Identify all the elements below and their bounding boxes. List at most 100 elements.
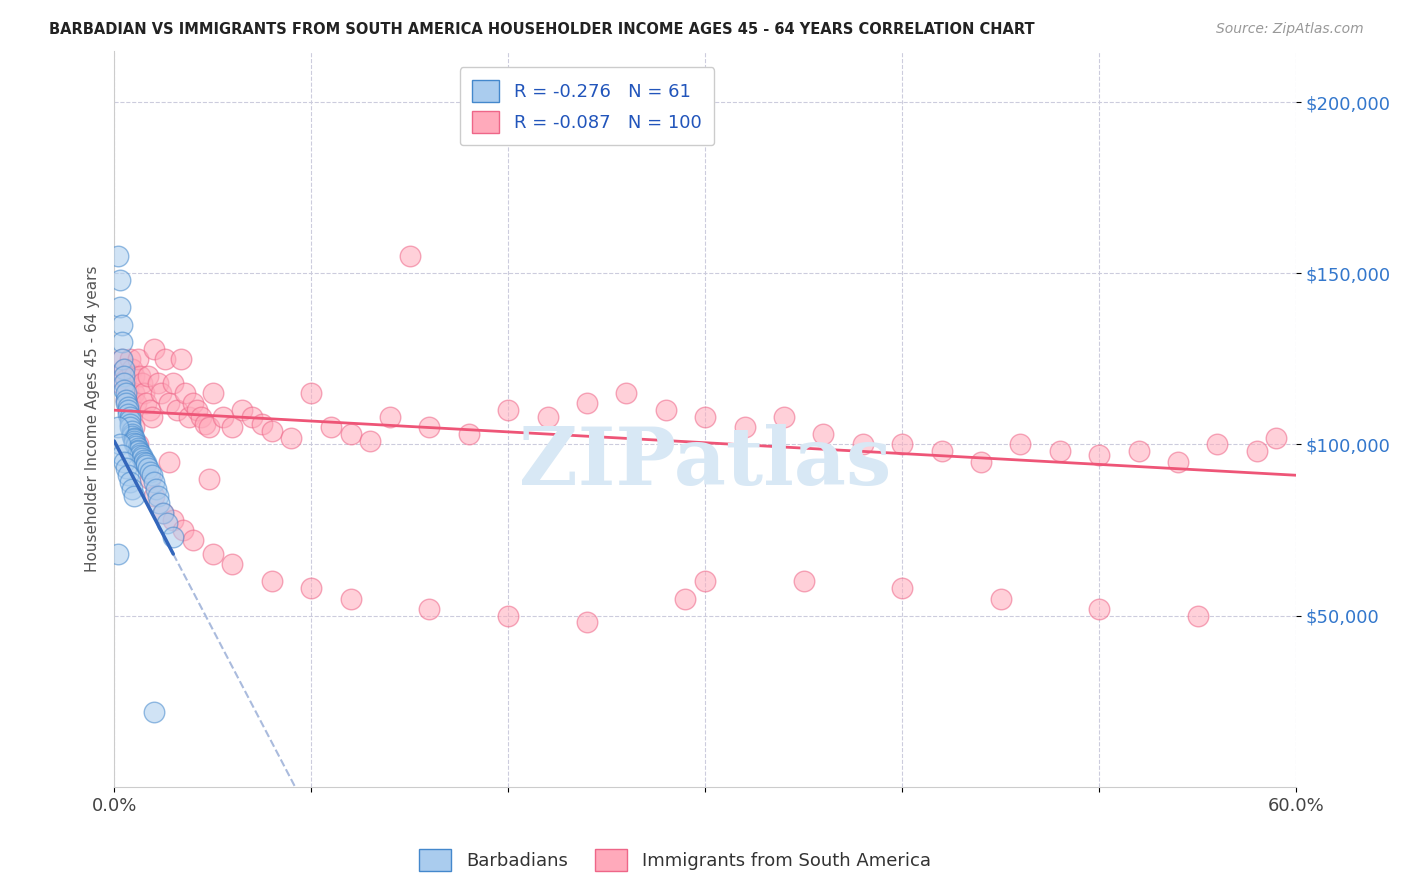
Point [118, 417, 141, 431]
Point [211, 410, 233, 425]
Legend: Barbadians, Immigrants from South America: Barbadians, Immigrants from South Americ… [412, 842, 938, 879]
Point [891, 581, 914, 595]
Point [141, 468, 163, 483]
Point [121, 362, 143, 376]
Point [152, 506, 174, 520]
Point [117, 407, 139, 421]
Point [125, 396, 148, 410]
Point [359, 434, 381, 448]
Point [121, 424, 143, 438]
Point [107, 420, 129, 434]
Point [162, 513, 184, 527]
Point [378, 410, 401, 425]
Point [132, 454, 155, 468]
Point [111, 318, 134, 332]
Point [127, 442, 149, 457]
Point [118, 351, 141, 366]
Point [166, 403, 188, 417]
Point [128, 446, 150, 460]
Point [457, 427, 479, 442]
Point [496, 403, 519, 417]
Point [117, 400, 139, 414]
Point [931, 444, 953, 458]
Point [118, 410, 141, 425]
Point [112, 362, 135, 376]
Point [146, 489, 169, 503]
Text: BARBADIAN VS IMMIGRANTS FROM SOUTH AMERICA HOUSEHOLDER INCOME AGES 45 - 64 YEARS: BARBADIAN VS IMMIGRANTS FROM SOUTH AMERI… [49, 22, 1035, 37]
Point [118, 410, 141, 425]
Point [155, 351, 177, 366]
Point [1049, 444, 1071, 458]
Point [122, 435, 145, 450]
Point [1206, 437, 1229, 451]
Text: ZIPatlas: ZIPatlas [519, 424, 891, 502]
Point [132, 453, 155, 467]
Point [132, 386, 155, 401]
Point [117, 403, 139, 417]
Point [122, 368, 145, 383]
Point [128, 448, 150, 462]
Point [131, 451, 153, 466]
Point [201, 547, 224, 561]
Point [128, 368, 150, 383]
Point [111, 351, 134, 366]
Point [107, 249, 129, 263]
Point [108, 273, 131, 287]
Point [118, 413, 141, 427]
Point [260, 424, 283, 438]
Point [122, 432, 145, 446]
Point [695, 410, 717, 425]
Point [125, 439, 148, 453]
Point [1167, 454, 1189, 468]
Point [496, 608, 519, 623]
Point [398, 249, 420, 263]
Point [115, 396, 138, 410]
Point [142, 489, 165, 503]
Point [162, 376, 184, 390]
Y-axis label: Householder Income Ages 45 - 64 years: Householder Income Ages 45 - 64 years [86, 266, 100, 572]
Point [142, 342, 165, 356]
Point [131, 450, 153, 464]
Point [157, 396, 180, 410]
Point [112, 376, 135, 390]
Point [174, 386, 197, 401]
Point [111, 448, 134, 462]
Point [148, 496, 170, 510]
Point [127, 351, 149, 366]
Point [112, 383, 135, 397]
Point [118, 392, 141, 407]
Point [990, 591, 1012, 606]
Point [136, 368, 159, 383]
Point [240, 410, 263, 425]
Point [970, 454, 993, 468]
Point [418, 420, 440, 434]
Point [121, 429, 143, 443]
Point [675, 591, 697, 606]
Point [125, 437, 148, 451]
Point [115, 372, 138, 386]
Point [131, 376, 153, 390]
Point [695, 574, 717, 589]
Point [1187, 608, 1209, 623]
Point [418, 602, 440, 616]
Point [186, 403, 208, 417]
Point [231, 403, 253, 417]
Point [142, 475, 165, 489]
Point [117, 468, 139, 483]
Point [112, 368, 135, 383]
Point [127, 444, 149, 458]
Point [177, 410, 200, 425]
Point [122, 431, 145, 445]
Point [127, 437, 149, 451]
Point [536, 410, 558, 425]
Point [135, 458, 157, 472]
Legend: R = -0.276   N = 61, R = -0.087   N = 100: R = -0.276 N = 61, R = -0.087 N = 100 [460, 67, 714, 145]
Point [150, 386, 173, 401]
Point [221, 558, 243, 572]
Point [181, 533, 204, 548]
Point [260, 574, 283, 589]
Point [145, 482, 167, 496]
Point [1265, 431, 1288, 445]
Point [852, 437, 875, 451]
Point [1010, 437, 1032, 451]
